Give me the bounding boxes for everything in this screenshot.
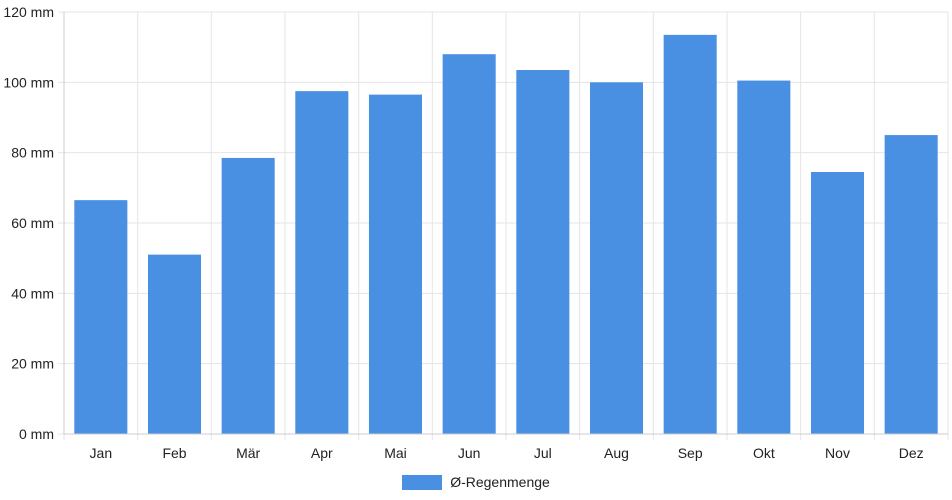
legend-label: Ø-Regenmenge bbox=[450, 474, 550, 490]
x-tick-label: Mai bbox=[384, 445, 407, 461]
x-tick-label: Jul bbox=[534, 445, 552, 461]
bar-nov bbox=[810, 172, 865, 434]
y-tick-label: 20 mm bbox=[11, 356, 54, 372]
bar-mär bbox=[221, 157, 275, 435]
axes bbox=[63, 12, 948, 435]
x-tick-label: Sep bbox=[678, 445, 703, 461]
bar-dez bbox=[884, 135, 938, 435]
y-tick-label: 60 mm bbox=[11, 215, 54, 231]
grid-lines bbox=[58, 11, 949, 440]
y-tick-label: 0 mm bbox=[19, 426, 54, 442]
bar-okt bbox=[737, 80, 791, 434]
bar-jun bbox=[442, 54, 496, 434]
bar-aug bbox=[589, 82, 644, 434]
x-tick-label: Apr bbox=[311, 445, 333, 461]
legend[interactable]: Ø-Regenmenge bbox=[0, 470, 952, 494]
y-tick-labels: 0 mm 20 mm 40 mm 60 mm 80 mm 100 mm 120 mm bbox=[3, 4, 54, 442]
bar-jul bbox=[516, 70, 570, 435]
bar-apr bbox=[295, 91, 349, 434]
bar-series bbox=[74, 34, 938, 435]
bar-mai bbox=[368, 94, 423, 435]
legend-swatch bbox=[402, 474, 443, 490]
y-tick-label: 120 mm bbox=[3, 4, 54, 20]
x-tick-label: Feb bbox=[162, 445, 186, 461]
x-tick-label: Mär bbox=[236, 445, 260, 461]
y-tick-label: 40 mm bbox=[11, 285, 54, 301]
x-tick-label: Jun bbox=[458, 445, 481, 461]
x-tick-label: Nov bbox=[825, 445, 850, 461]
x-tick-labels: Jan Feb Mär Apr Mai Jun Jul Aug Sep Okt Nov Dez bbox=[90, 445, 924, 461]
y-tick-label: 80 mm bbox=[11, 145, 54, 161]
x-tick-label: Jan bbox=[90, 445, 113, 461]
x-tick-label: Aug bbox=[604, 445, 629, 461]
bar-sep bbox=[663, 34, 717, 434]
bar-feb bbox=[147, 254, 202, 434]
bar-jan bbox=[74, 200, 128, 434]
x-tick-label: Okt bbox=[753, 445, 775, 461]
x-tick-label: Dez bbox=[899, 445, 924, 461]
y-tick-label: 100 mm bbox=[3, 74, 54, 90]
